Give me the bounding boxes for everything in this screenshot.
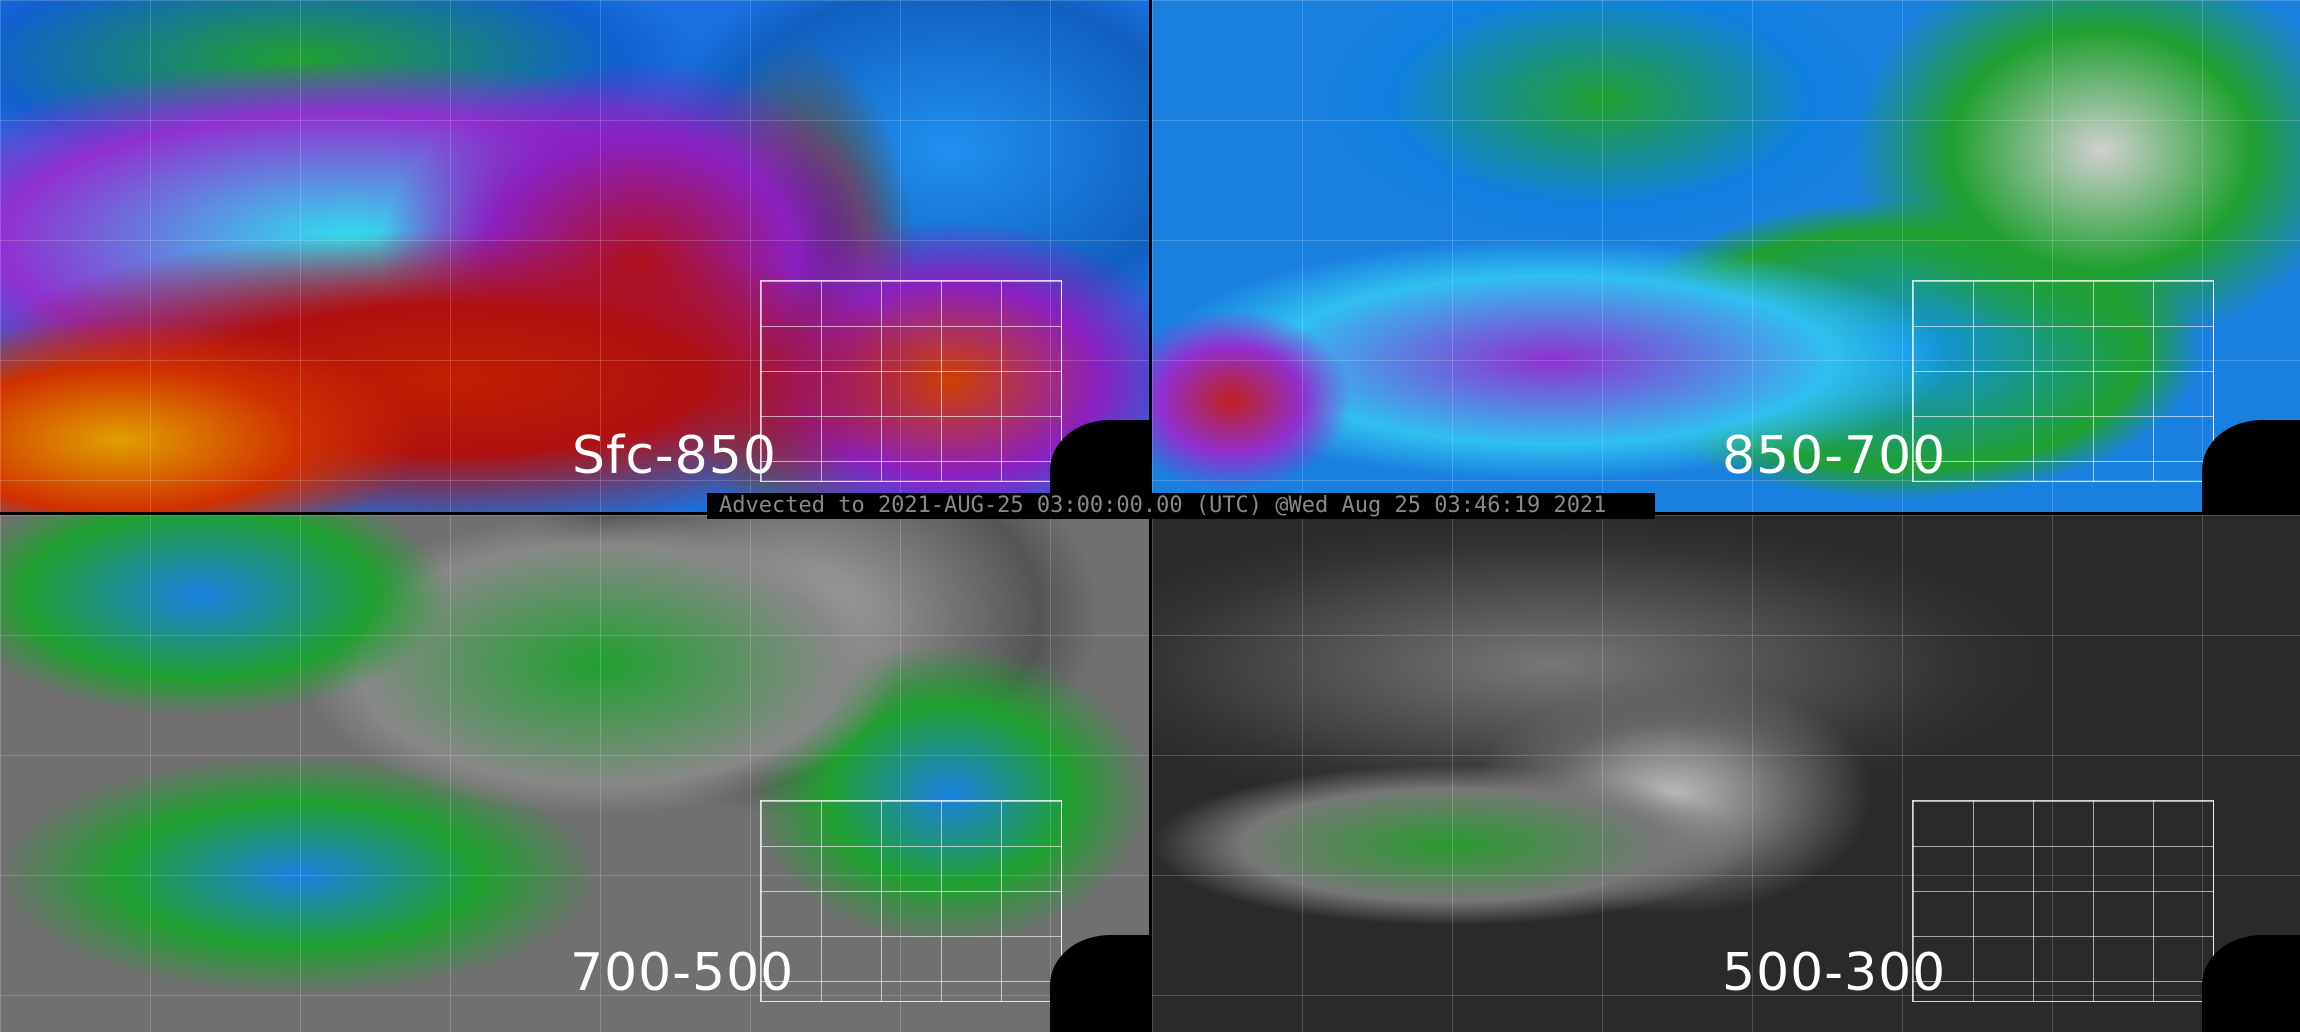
atlantic-ocean-mask: [1050, 935, 1149, 1032]
panel-700-500: 700-500: [0, 515, 1149, 1032]
us-state-borders: [1912, 800, 2214, 1002]
panel-label: 850-700: [1722, 426, 1947, 486]
panel-label: Sfc-850: [572, 426, 777, 486]
us-state-borders: [760, 280, 1062, 482]
atlantic-ocean-mask: [2202, 935, 2300, 1032]
panel-500-300: 500-300: [1152, 515, 2300, 1032]
panel-sfc-850: Sfc-850: [0, 0, 1149, 512]
panel-label: 700-500: [570, 943, 795, 1003]
advection-timestamp-banner: Advected to 2021-AUG-25 03:00:00.00 (UTC…: [707, 493, 1655, 519]
us-state-borders: [760, 800, 1062, 1002]
panel-850-700: 850-700: [1152, 0, 2300, 512]
us-state-borders: [1912, 280, 2214, 482]
atlantic-ocean-mask: [2202, 420, 2300, 512]
panel-label: 500-300: [1722, 943, 1947, 1003]
